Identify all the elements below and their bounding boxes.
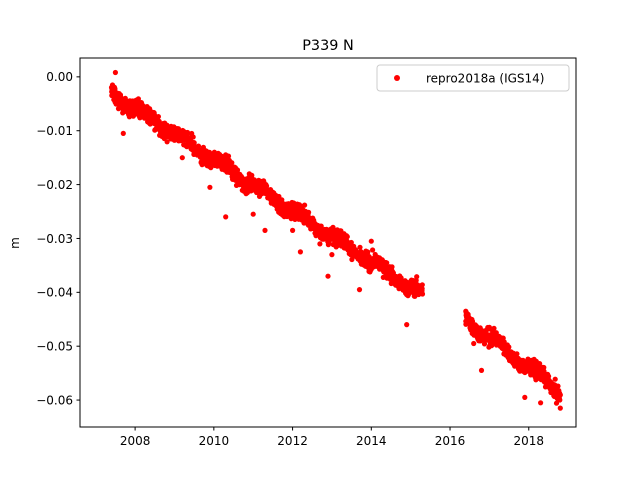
legend: repro2018a (IGS14) [376, 64, 570, 92]
data-point [135, 96, 141, 102]
data-point [234, 167, 241, 173]
data-point [223, 214, 229, 220]
data-point [552, 376, 558, 382]
data-point [120, 130, 126, 136]
x-tick-label: 2014 [356, 434, 387, 448]
data-point [207, 184, 213, 190]
x-tick-label: 2012 [277, 434, 308, 448]
data-point [112, 86, 118, 92]
data-points [108, 69, 563, 411]
data-point [469, 318, 476, 324]
data-point [348, 239, 354, 246]
data-point [368, 238, 374, 244]
axis-ticks: 2008 2010 2012 2014 2016 2018 0.00 −0.01 −0.02 −0… [36, 70, 544, 448]
x-tick-label: 2016 [435, 434, 466, 448]
data-point [471, 340, 477, 347]
y-tick-label: −0.06 [36, 393, 73, 407]
data-point [419, 291, 426, 297]
x-tick-label: 2008 [120, 434, 151, 448]
legend-marker [394, 75, 400, 81]
y-tick-label: 0.00 [46, 70, 73, 84]
data-point [264, 183, 270, 189]
y-tick-label: −0.01 [36, 124, 73, 138]
data-point [179, 155, 185, 161]
data-point [419, 286, 425, 292]
data-point [356, 287, 363, 293]
data-point [557, 392, 563, 398]
data-point [318, 223, 324, 229]
data-point [365, 249, 371, 255]
y-tick-label: −0.03 [36, 232, 73, 246]
data-point [325, 273, 331, 279]
data-point [514, 351, 520, 357]
data-point [404, 322, 410, 328]
data-point [229, 160, 235, 166]
data-point [190, 134, 196, 140]
data-point [297, 249, 303, 255]
data-point [370, 247, 376, 253]
y-axis-label: m [8, 237, 22, 249]
y-tick-label: −0.04 [36, 286, 73, 300]
x-tick-label: 2018 [513, 434, 544, 448]
data-point [538, 400, 544, 406]
data-point [164, 139, 170, 145]
y-tick-label: −0.02 [36, 178, 73, 192]
data-point [553, 400, 560, 406]
data-point [184, 129, 191, 136]
axes-frame [79, 57, 577, 428]
data-point [278, 200, 284, 206]
data-point [537, 361, 543, 367]
data-point [112, 69, 118, 76]
data-point [187, 141, 193, 147]
data-point [329, 252, 335, 258]
data-point [555, 383, 561, 389]
x-tick-label: 2010 [199, 434, 230, 448]
data-point [250, 211, 256, 217]
data-point [262, 227, 268, 233]
data-point [317, 241, 323, 247]
data-point [478, 367, 485, 373]
legend-box [376, 64, 570, 92]
data-point [463, 308, 469, 314]
data-point [546, 373, 552, 379]
data-point [419, 282, 425, 288]
data-point [155, 114, 161, 120]
data-point [491, 325, 497, 331]
chart-title: P339 N [302, 38, 354, 54]
data-point [306, 209, 312, 215]
data-point [384, 260, 390, 266]
data-point [486, 324, 492, 330]
legend-label: repro2018a (IGS14) [426, 72, 544, 86]
data-point [225, 153, 232, 159]
data-point [302, 202, 308, 208]
data-point [126, 114, 132, 120]
data-point [414, 274, 420, 280]
data-point [164, 122, 170, 128]
data-point [557, 397, 563, 403]
data-point [344, 234, 350, 240]
data-point [246, 171, 252, 177]
y-tick-label: −0.05 [36, 339, 73, 353]
data-point [506, 344, 512, 350]
data-point [357, 244, 363, 250]
data-point [389, 264, 395, 270]
data-point [557, 405, 563, 411]
data-point [290, 227, 296, 233]
data-point [541, 364, 547, 371]
data-point [522, 394, 528, 400]
